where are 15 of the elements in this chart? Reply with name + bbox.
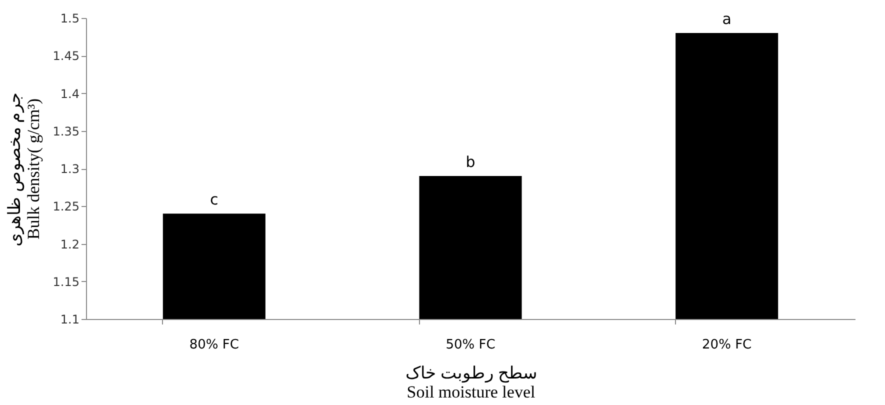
annotation: a bbox=[722, 10, 732, 28]
y-tick-label: 1.2 bbox=[60, 237, 80, 252]
y-tick-label: 1.1 bbox=[60, 312, 80, 326]
y-tick-label: 1.3 bbox=[60, 162, 80, 176]
y-tick-label: 1.5 bbox=[60, 12, 80, 26]
y-tick-label: 1.15 bbox=[52, 274, 80, 289]
x-tick-label: 50% FC bbox=[446, 338, 496, 352]
annotation: b bbox=[466, 153, 476, 172]
y-tick-label: 1.25 bbox=[52, 200, 80, 214]
x-tick-label: 20% FC bbox=[702, 338, 752, 352]
y-tick-label: 1.35 bbox=[52, 124, 80, 138]
y-tick-label: 1.4 bbox=[60, 86, 80, 101]
annotation: c bbox=[210, 190, 218, 209]
x-tick-label: 80% FC bbox=[189, 338, 239, 352]
y-tick-label: 1.45 bbox=[52, 49, 80, 64]
